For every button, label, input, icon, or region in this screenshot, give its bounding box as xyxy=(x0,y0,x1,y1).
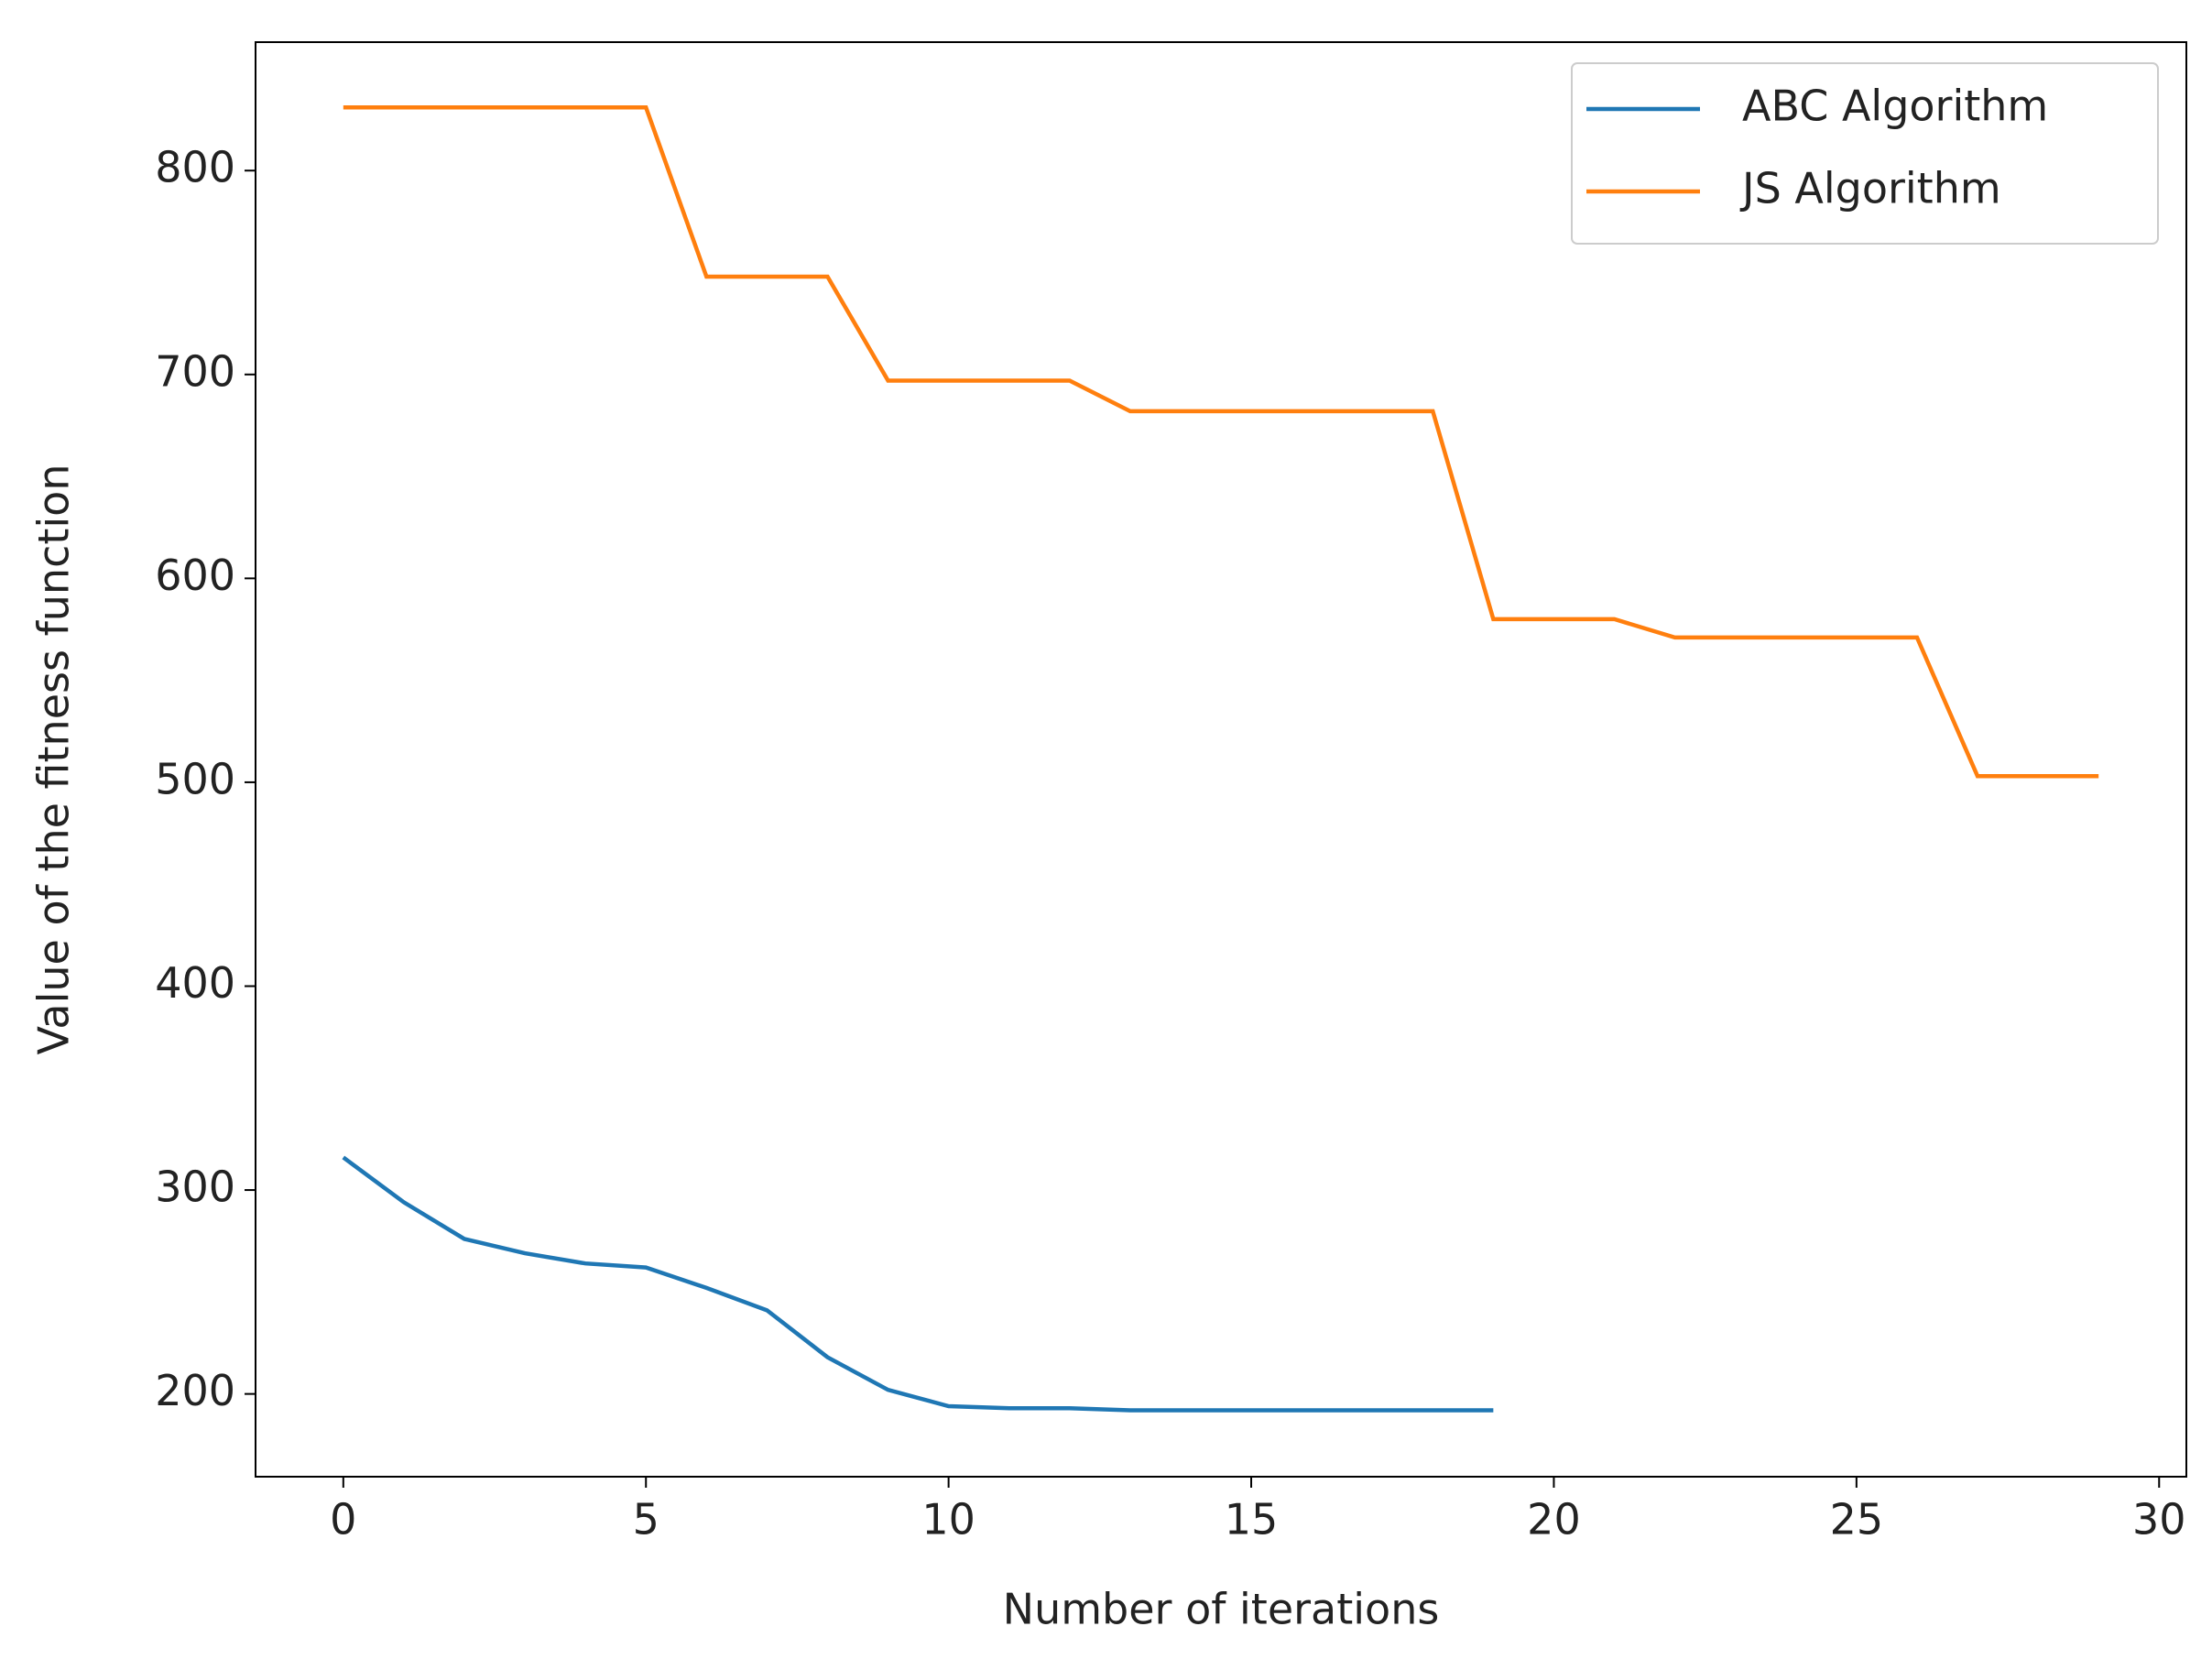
legend-label: JS Algorithm xyxy=(1739,164,2001,213)
y-axis-label: Value of the fitness function xyxy=(29,464,79,1055)
y-tick-label: 500 xyxy=(155,754,235,803)
legend-label: ABC Algorithm xyxy=(1742,82,2048,131)
x-tick-label: 10 xyxy=(921,1495,975,1544)
x-tick-label: 30 xyxy=(2132,1495,2186,1544)
x-tick-label: 25 xyxy=(1830,1495,1884,1544)
y-tick-label: 300 xyxy=(155,1162,235,1212)
y-tick-label: 700 xyxy=(155,346,235,396)
line xyxy=(343,104,2099,779)
x-tick-label: 0 xyxy=(330,1495,356,1544)
legend-box xyxy=(1571,62,2159,245)
x-tick-label: 5 xyxy=(633,1495,659,1544)
y-tick-label: 200 xyxy=(155,1366,235,1415)
x-tick-label: 20 xyxy=(1527,1495,1581,1544)
line xyxy=(342,1155,1494,1413)
x-axis-label: Number of iterations xyxy=(1003,1585,1440,1634)
y-tick-label: 400 xyxy=(155,958,235,1008)
y-tick-label: 800 xyxy=(155,143,235,192)
y-tick-label: 600 xyxy=(155,551,235,600)
plot-frame xyxy=(255,41,2187,1478)
x-tick-label: 15 xyxy=(1225,1495,1279,1544)
